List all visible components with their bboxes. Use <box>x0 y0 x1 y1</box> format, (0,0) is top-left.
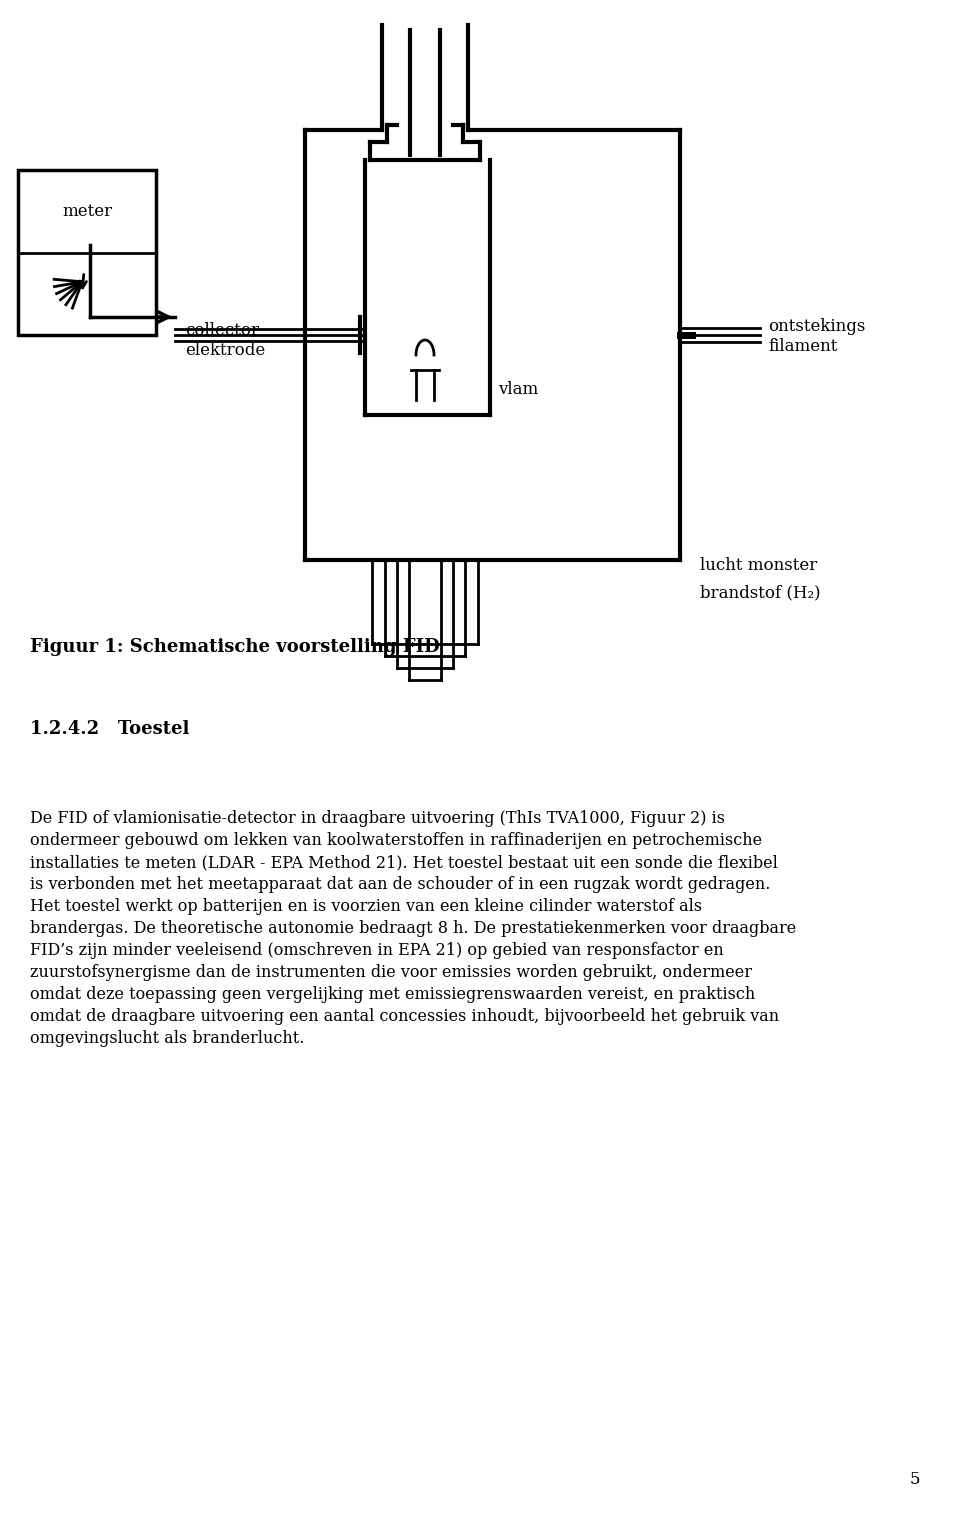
Text: Het toestel werkt op batterijen en is voorzien van een kleine cilinder waterstof: Het toestel werkt op batterijen en is vo… <box>30 897 702 916</box>
Text: installaties te meten (LDAR - EPA Method 21). Het toestel bestaat uit een sonde : installaties te meten (LDAR - EPA Method… <box>30 854 778 872</box>
Text: Figuur 1: Schematische voorstelling FID: Figuur 1: Schematische voorstelling FID <box>30 638 440 656</box>
Text: omdat de draagbare uitvoering een aantal concessies inhoudt, bijvoorbeeld het ge: omdat de draagbare uitvoering een aantal… <box>30 1008 780 1025</box>
Text: omdat deze toepassing geen vergelijking met emissiegrenswaarden vereist, en prak: omdat deze toepassing geen vergelijking … <box>30 985 756 1004</box>
Text: lucht monster: lucht monster <box>700 556 817 573</box>
Text: 1.2.4.2   Toestel: 1.2.4.2 Toestel <box>30 720 189 738</box>
Text: collector
elektrode: collector elektrode <box>185 321 265 359</box>
Text: brandergas. De theoretische autonomie bedraagt 8 h. De prestatiekenmerken voor d: brandergas. De theoretische autonomie be… <box>30 920 796 937</box>
Text: FID’s zijn minder veeleisend (omschreven in EPA 21) op gebied van responsfactor : FID’s zijn minder veeleisend (omschreven… <box>30 941 724 960</box>
Text: ondermeer gebouwd om lekken van koolwaterstoffen in raffinaderijen en petrochemi: ondermeer gebouwd om lekken van koolwate… <box>30 832 762 849</box>
Text: meter: meter <box>62 203 112 220</box>
Text: vlam: vlam <box>498 382 539 399</box>
Text: De FID of vlamionisatie-detector in draagbare uitvoering (ThIs TVA1000, Figuur 2: De FID of vlamionisatie-detector in draa… <box>30 810 725 828</box>
Text: ontstekings
filament: ontstekings filament <box>768 318 865 355</box>
Text: zuurstofsynergisme dan de instrumenten die voor emissies worden gebruikt, onderm: zuurstofsynergisme dan de instrumenten d… <box>30 964 752 981</box>
Text: omgevingslucht als branderlucht.: omgevingslucht als branderlucht. <box>30 1029 304 1048</box>
Text: 5: 5 <box>909 1471 920 1489</box>
Text: brandstof (H₂): brandstof (H₂) <box>700 585 821 602</box>
Text: is verbonden met het meetapparaat dat aan de schouder of in een rugzak wordt ged: is verbonden met het meetapparaat dat aa… <box>30 876 770 893</box>
Bar <box>18 170 156 335</box>
